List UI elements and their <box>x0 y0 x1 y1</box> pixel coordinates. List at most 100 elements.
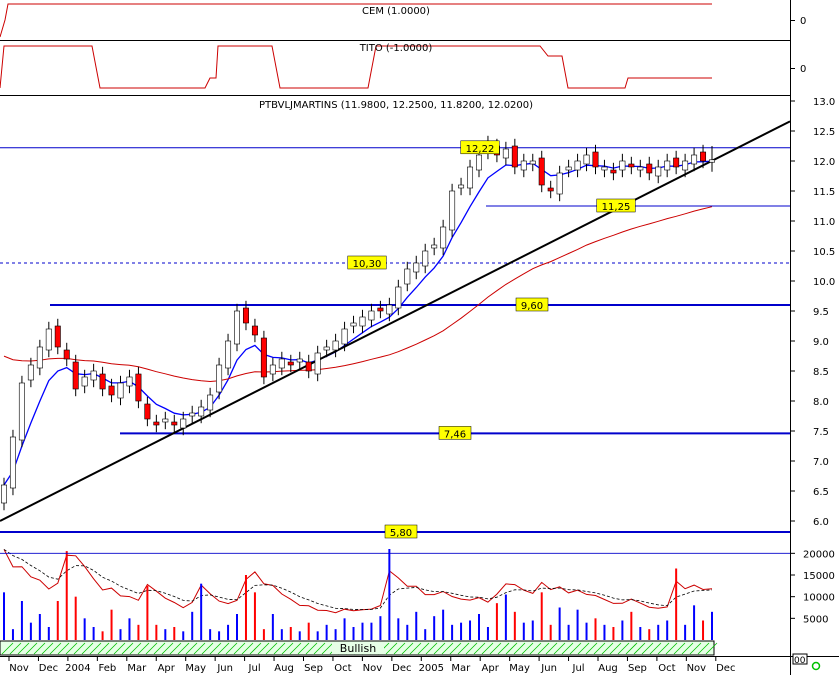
status-bar-hatch-line <box>409 642 422 655</box>
status-bar-hatch-line <box>281 642 294 655</box>
status-bar-hatch-line <box>105 642 118 655</box>
status-bar-hatch-line <box>617 642 630 655</box>
candlesticks <box>1 135 715 511</box>
status-bar-hatch-line <box>425 642 438 655</box>
candle-body <box>502 148 509 159</box>
level-label-box <box>460 140 500 155</box>
status-bar-hatch-line <box>481 642 494 655</box>
level-label-box <box>438 426 472 440</box>
status-bar-hatch-line <box>137 642 150 655</box>
status-bar-hatch-line <box>673 642 686 655</box>
status-bar-hatch-line <box>241 642 254 655</box>
status-bar-hatch-line <box>681 642 694 655</box>
candle-body <box>278 358 285 369</box>
price-axis-tick-label: 7.5 <box>813 427 829 438</box>
x-axis-tick-label: 2005 <box>419 663 444 674</box>
cem-line <box>0 3 712 38</box>
x-axis-tick-label: Jul <box>248 663 261 674</box>
status-bar-hatch-line <box>433 642 446 655</box>
candle-body <box>377 307 384 312</box>
status-bar-hatch-line <box>553 642 566 655</box>
status-bar-hatch-line <box>217 642 230 655</box>
price-axis-tick-label: 13.0 <box>813 97 835 108</box>
candle-body <box>691 154 698 165</box>
status-bar-hatch-line <box>249 642 262 655</box>
x-axis-tick-label: Feb <box>98 663 116 674</box>
status-bar-hatch-line <box>313 642 326 655</box>
volume-signal-line <box>3 549 713 610</box>
status-bar-hatch-line <box>65 642 78 655</box>
candle-body <box>234 310 241 345</box>
candle-body <box>610 169 617 174</box>
candle-body <box>637 166 644 171</box>
volume-oscillator <box>3 549 713 614</box>
candle-body <box>404 268 411 285</box>
level-label: 9,60 <box>521 301 543 312</box>
status-bar-hatch-line <box>121 642 134 655</box>
x-axis-tick-label: 2004 <box>65 663 90 674</box>
x-axis-tick-label: Nov <box>687 663 707 674</box>
status-bar-hatch-line <box>49 642 62 655</box>
candle-body <box>368 310 375 321</box>
x-axis-tick-label: Nov <box>9 663 29 674</box>
status-bar-hatch-line <box>33 642 46 655</box>
status-bar-hatch-line <box>265 642 278 655</box>
candle-body <box>628 163 635 168</box>
candle-body <box>36 346 43 369</box>
candle-body <box>207 394 214 411</box>
level-label-box <box>347 255 387 270</box>
status-bar-hatch-line <box>697 642 710 655</box>
candle-body <box>413 262 420 273</box>
candle-body <box>431 244 438 249</box>
scale-marker: 00 <box>794 656 806 666</box>
status-bar-hatch-line <box>665 642 678 655</box>
status-bar-hatch-line <box>257 642 270 655</box>
candle-body <box>198 406 205 417</box>
x-axis-tick-label: Apr <box>482 663 500 674</box>
candle-body <box>673 157 680 168</box>
candle-body <box>63 349 70 360</box>
level-label-box <box>384 524 418 539</box>
candle-body <box>520 160 527 171</box>
x-axis-tick-label: Oct <box>334 663 351 674</box>
candle-body <box>153 421 160 426</box>
x-axis-tick-label: May <box>185 663 206 674</box>
status-bar-hatch-line <box>473 642 486 655</box>
status-bar-hatch-line <box>521 642 534 655</box>
status-bar-hatch-line <box>89 642 102 655</box>
x-axis-tick-label: Aug <box>598 663 618 674</box>
candle-body <box>216 364 223 393</box>
candle-body <box>323 346 330 351</box>
x-axis-tick-label: Aug <box>274 663 294 674</box>
status-bar-hatch-line <box>585 642 598 655</box>
candle-body <box>72 361 79 390</box>
status-bar-hatch-line <box>393 642 406 655</box>
level-label: 7,46 <box>444 429 466 440</box>
candle-body <box>449 190 456 231</box>
ma-slow-line <box>3 206 713 383</box>
status-bar-hatch-line <box>193 642 206 655</box>
candle-body <box>90 370 97 381</box>
x-axis-tick-label: Mar <box>451 663 471 674</box>
candle-body <box>260 337 267 378</box>
x-axis-tick-label: Sep <box>304 663 323 674</box>
cem-label: CEM (1.0000) <box>362 6 430 17</box>
status-bar-hatch-line <box>641 642 654 655</box>
candle-body <box>81 376 88 387</box>
status-bar-hatch-line <box>57 642 70 655</box>
status-bar-hatch-line <box>489 642 502 655</box>
status-bar-hatch-line <box>177 642 190 655</box>
candle-body <box>700 151 707 162</box>
status-bar-hatch-line <box>321 642 334 655</box>
candle-body <box>709 159 715 163</box>
status-bar-hatch-line <box>505 642 518 655</box>
status-bar-hatch-line <box>1 642 14 655</box>
candle-body <box>18 382 25 441</box>
status-bar-hatch-line <box>537 642 550 655</box>
candle-body <box>458 184 465 189</box>
price-axis-tick-label: 8.5 <box>813 367 829 378</box>
x-axis-tick-label: Dec <box>392 663 411 674</box>
status-bar-hatch-line <box>529 642 542 655</box>
candle-body <box>171 421 178 426</box>
candle-body <box>99 373 106 390</box>
